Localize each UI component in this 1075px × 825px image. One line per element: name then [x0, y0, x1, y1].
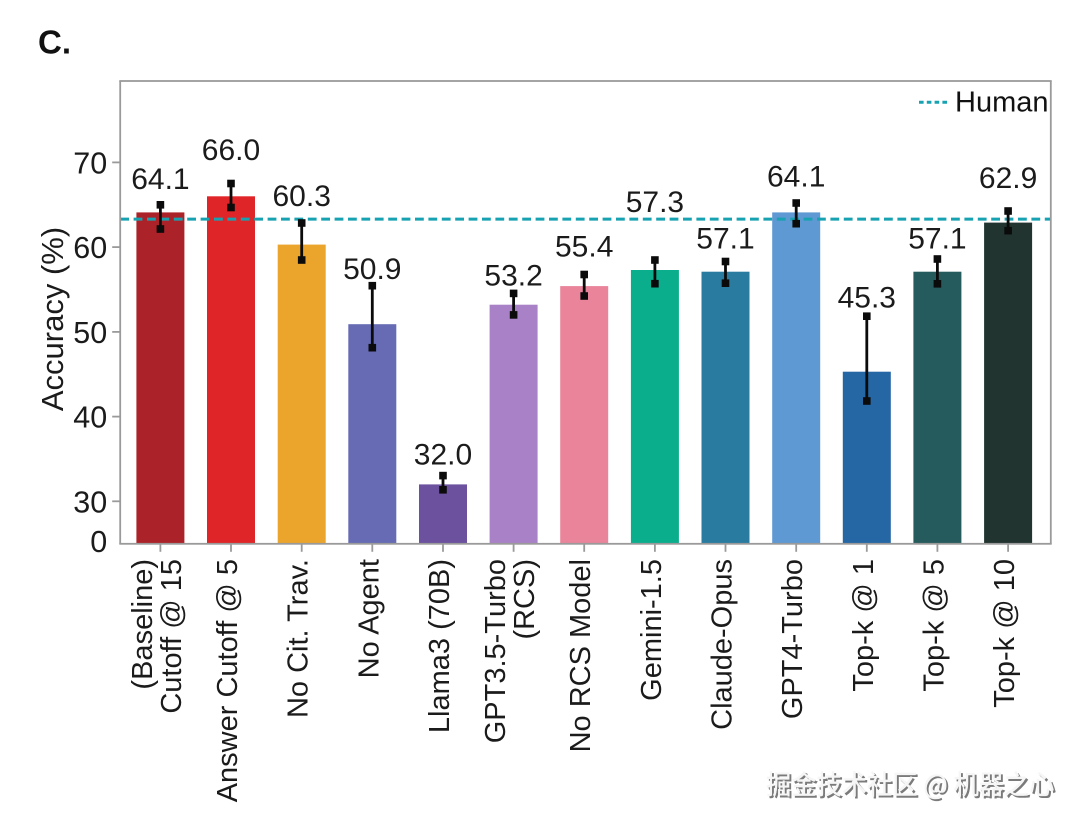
- svg-text:57.3: 57.3: [626, 186, 684, 219]
- svg-text:57.1: 57.1: [908, 222, 966, 255]
- svg-text:60: 60: [73, 231, 107, 265]
- svg-text:Top-k @ 5: Top-k @ 5: [918, 559, 950, 692]
- svg-text:70: 70: [73, 146, 107, 180]
- svg-text:(Baseline): (Baseline): [127, 559, 159, 690]
- svg-text:No RCS Model: No RCS Model: [565, 559, 597, 752]
- svg-text:GPT4-Turbo: GPT4-Turbo: [777, 559, 809, 719]
- svg-text:50.9: 50.9: [343, 253, 401, 286]
- svg-text:Claude-Opus: Claude-Opus: [707, 559, 739, 730]
- svg-text:50: 50: [73, 316, 107, 350]
- svg-text:57.1: 57.1: [696, 223, 754, 256]
- svg-text:Accuracy (%): Accuracy (%): [35, 227, 70, 411]
- svg-text:Top-k @ 1: Top-k @ 1: [848, 559, 880, 692]
- svg-text:64.1: 64.1: [767, 160, 825, 193]
- svg-text:62.9: 62.9: [979, 162, 1037, 195]
- svg-text:Cutoff @ 15: Cutoff @ 15: [156, 559, 188, 714]
- svg-text:Human: Human: [955, 87, 1049, 119]
- svg-text:Answer Cutoff @ 5: Answer Cutoff @ 5: [212, 559, 244, 802]
- svg-text:0: 0: [90, 525, 107, 559]
- svg-text:64.1: 64.1: [131, 163, 189, 196]
- svg-text:53.2: 53.2: [484, 259, 542, 292]
- svg-text:Llama3 (70B): Llama3 (70B): [424, 559, 456, 733]
- svg-text:No Cit. Trav.: No Cit. Trav.: [283, 559, 315, 718]
- svg-text:GPT3.5-Turbo: GPT3.5-Turbo: [480, 559, 512, 743]
- svg-text:(RCS): (RCS): [509, 559, 541, 640]
- svg-text:No Agent: No Agent: [353, 559, 385, 678]
- svg-text:30: 30: [73, 485, 107, 519]
- svg-text:66.0: 66.0: [202, 134, 260, 167]
- svg-text:60.3: 60.3: [273, 180, 331, 213]
- svg-text:45.3: 45.3: [838, 282, 896, 315]
- svg-text:32.0: 32.0: [414, 439, 472, 472]
- svg-text:C.: C.: [38, 24, 71, 61]
- svg-text:Gemini-1.5: Gemini-1.5: [636, 559, 668, 701]
- svg-text:40: 40: [73, 401, 107, 435]
- svg-text:Top-k @ 10: Top-k @ 10: [989, 559, 1021, 708]
- svg-text:55.4: 55.4: [555, 231, 613, 264]
